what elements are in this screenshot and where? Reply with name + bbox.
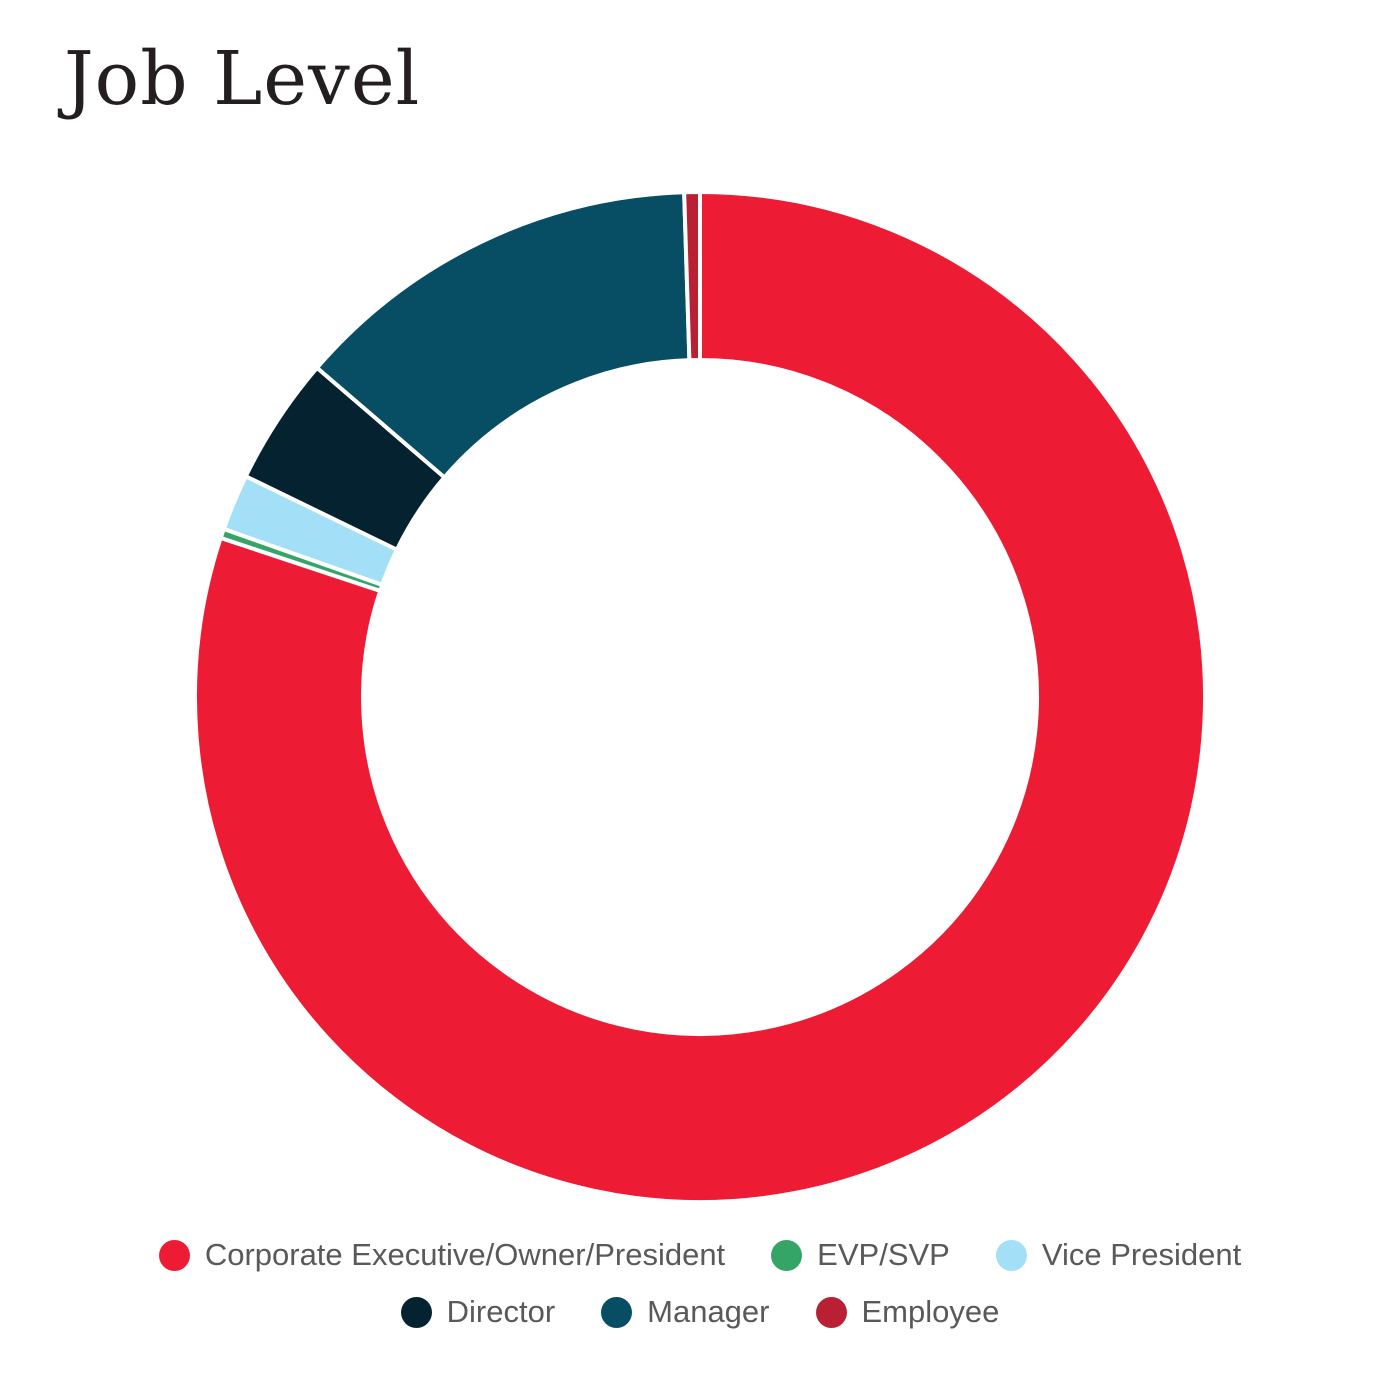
legend-row-1: Corporate Executive/Owner/President EVP/S… [0,1237,1400,1273]
legend-label: Vice President [1041,1237,1242,1272]
legend-swatch-evp-svp [771,1239,803,1271]
donut-slices [193,189,1207,1204]
legend-item-director: Director [400,1294,556,1330]
donut-segment-corporate-executive-owner-president [193,189,1207,1204]
legend-item-manager: Manager [601,1294,770,1330]
page-title: Job Level [64,36,421,122]
legend-item-evp-svp: EVP/SVP [771,1237,950,1273]
donut-segment-employee [682,189,702,363]
legend-swatch-director [400,1296,432,1328]
legend-row-2: Director Manager Employee [0,1294,1400,1330]
legend-label: EVP/SVP [817,1237,950,1272]
legend-item-corporate-executive-owner-president: Corporate Executive/Owner/President [158,1237,726,1273]
legend-swatch-corporate-executive-owner-president [158,1239,190,1271]
legend-label: Director [446,1294,556,1329]
legend-label: Employee [861,1294,1000,1329]
legend-item-vice-president: Vice President [995,1237,1242,1273]
legend-label: Corporate Executive/Owner/President [204,1237,726,1272]
legend: Corporate Executive/Owner/President EVP/S… [0,1237,1400,1330]
legend-swatch-manager [601,1296,633,1328]
legend-item-employee: Employee [815,1294,1000,1330]
legend-swatch-employee [815,1296,847,1328]
legend-swatch-vice-president [995,1239,1027,1271]
legend-label: Manager [647,1294,770,1329]
